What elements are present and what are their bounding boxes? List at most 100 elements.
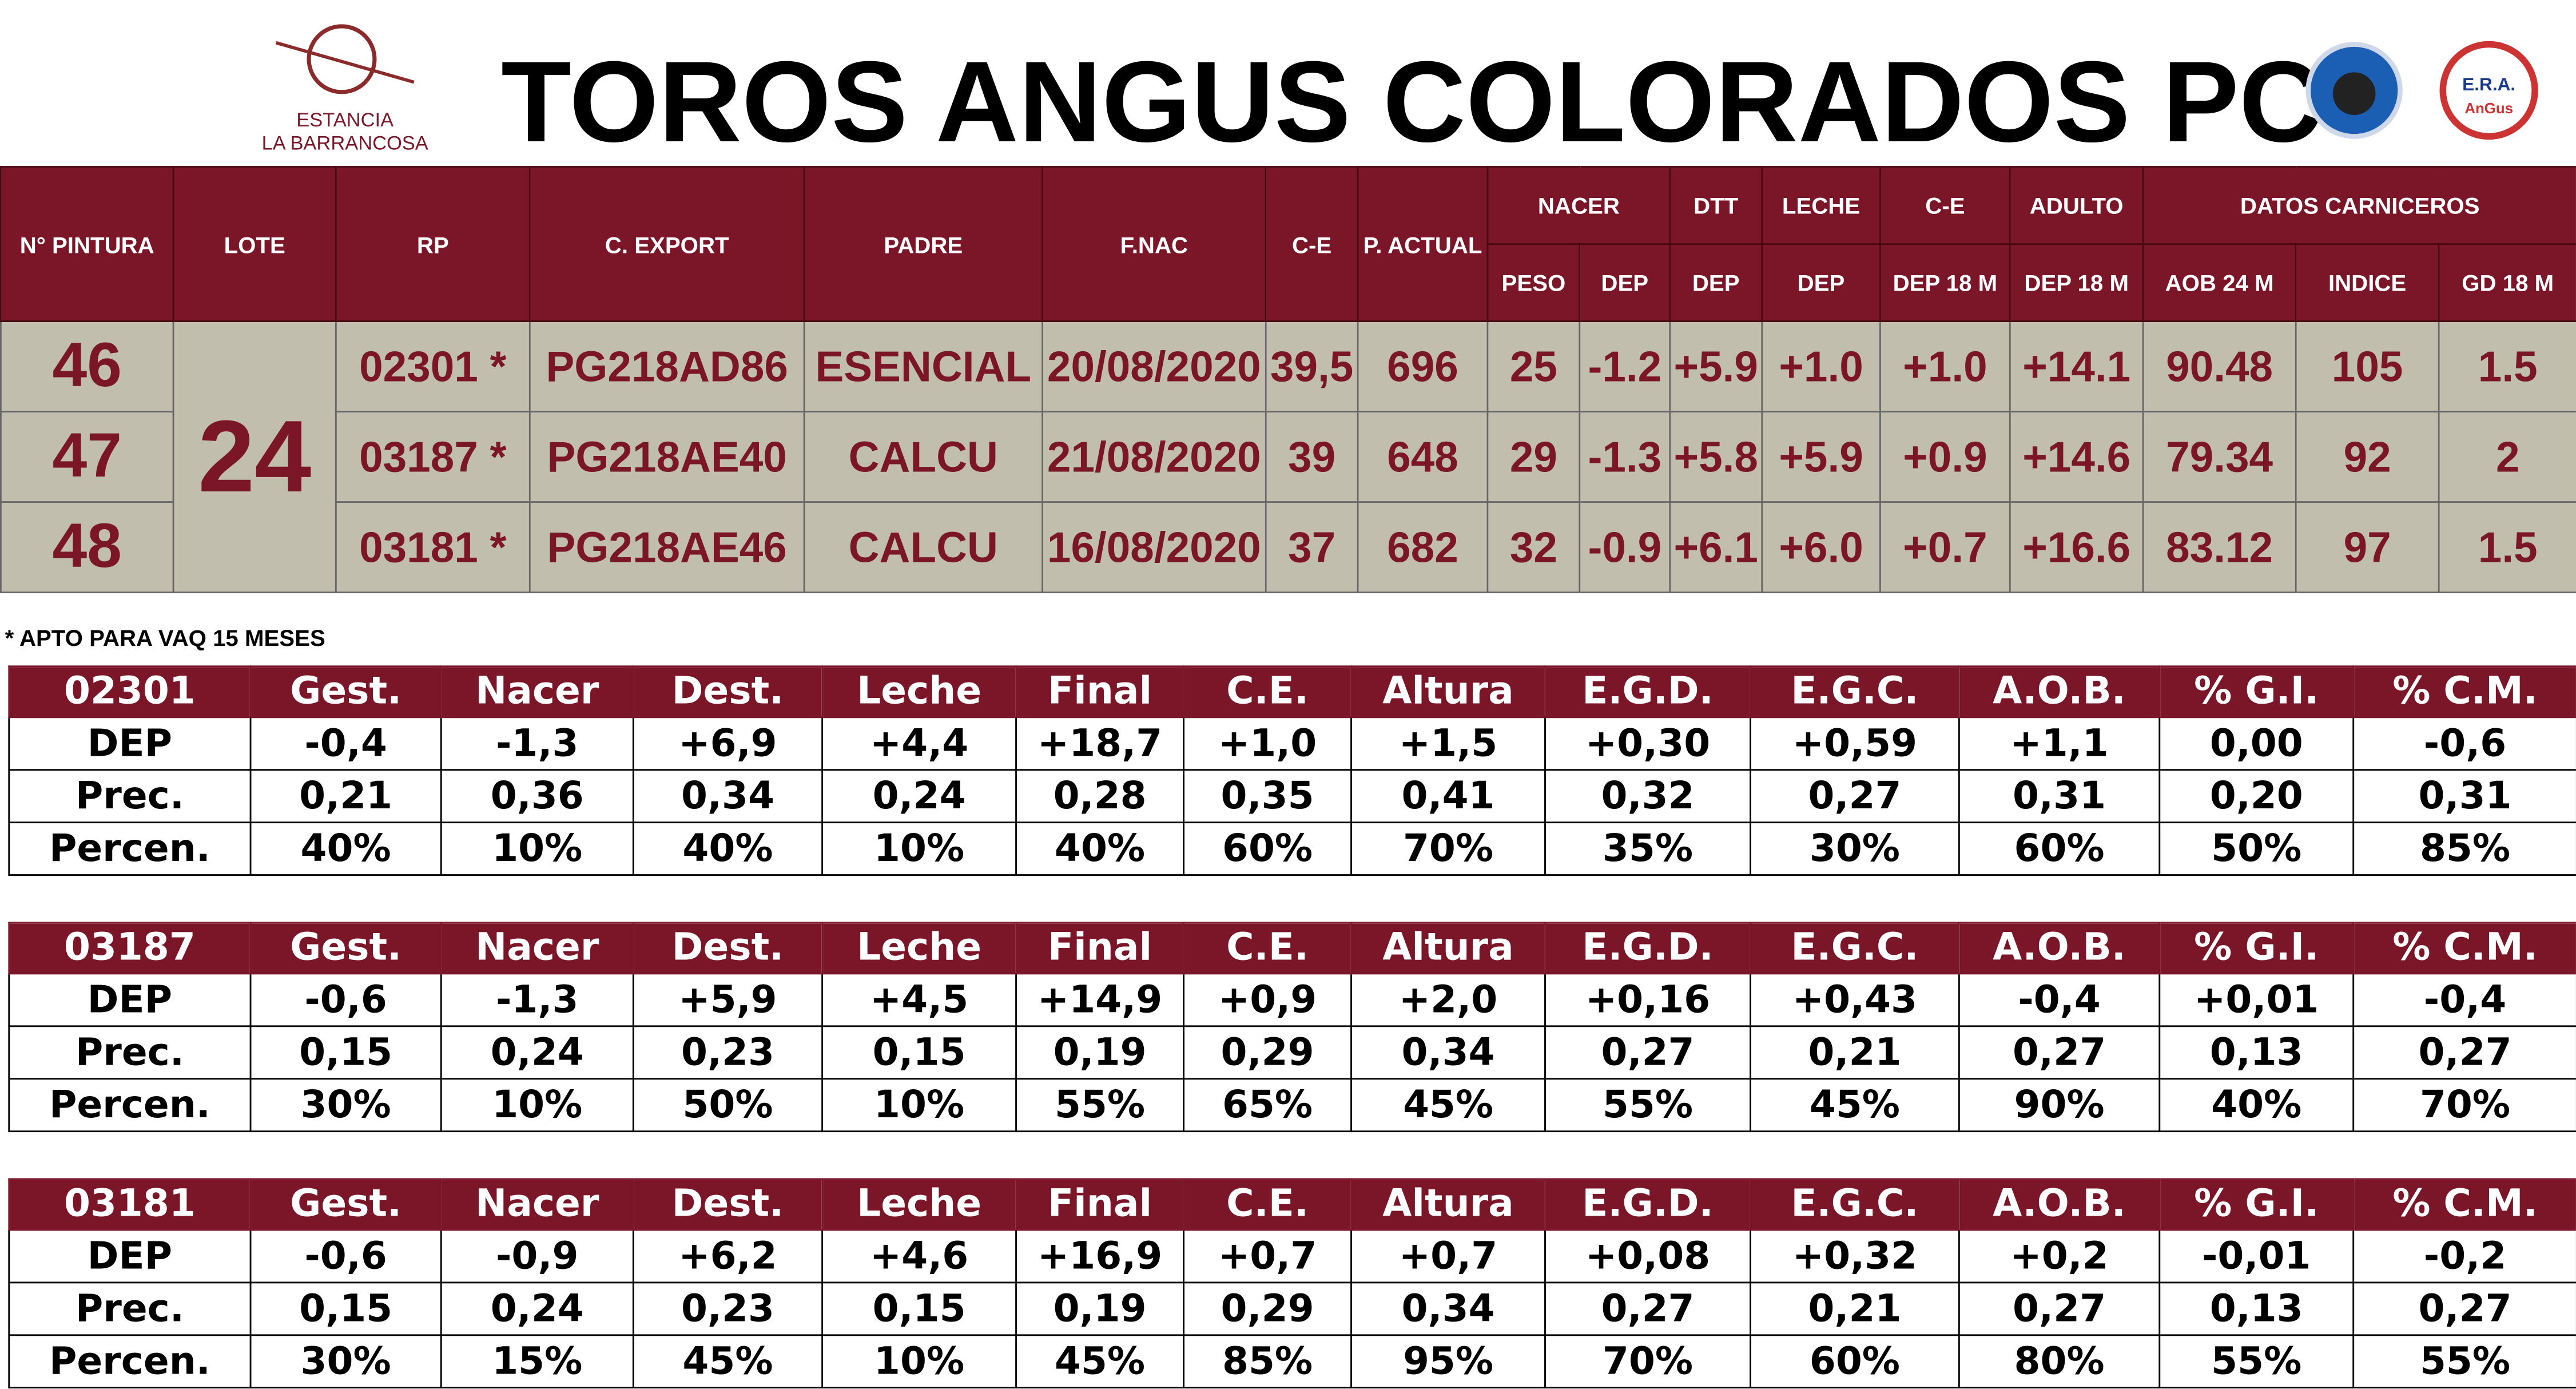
data-row: Percen. 30% 10% 50% 10% 55% 65% 45% 55% 45% 90% 40%…	[8, 1078, 2576, 1133]
trait-header: Leche	[821, 665, 1017, 719]
header-row: PESO DEP DEP DEP DEP 18 M DEP 18 M AOB 24 M IND…	[1, 243, 2576, 322]
trait-header: Dest.	[632, 922, 824, 975]
trait-header: % G.I.	[2158, 922, 2355, 975]
cell: -0,01	[2158, 1229, 2355, 1284]
cell: 95%	[1350, 1334, 1546, 1389]
cell: +1.0	[1761, 320, 1881, 412]
cell: +0,2	[1958, 1229, 2161, 1284]
trait-header: Leche	[821, 1178, 1017, 1231]
column-subheader: DEP	[1669, 243, 1763, 322]
cell: +1,5	[1350, 716, 1546, 771]
cell: 50%	[2158, 822, 2355, 876]
cell: 10%	[440, 822, 634, 876]
cell: +5.9	[1669, 320, 1763, 412]
cell: 0,21	[1750, 1025, 1960, 1080]
cell: 03181 *	[335, 501, 531, 593]
row-label: Prec.	[8, 769, 252, 824]
cell: PG218AD86	[528, 320, 805, 412]
cell: 65%	[1183, 1078, 1352, 1133]
cell: 83.12	[2142, 501, 2297, 593]
cell: 0,20	[2158, 769, 2355, 824]
logo-left	[275, 24, 415, 94]
cell: -0,4	[1958, 973, 2161, 1027]
cell: 45%	[632, 1334, 824, 1389]
row-label: DEP	[8, 716, 252, 771]
trait-header: % C.M.	[2352, 665, 2576, 719]
column-header: DTT	[1669, 166, 1763, 245]
logo-text: E.R.A.	[2462, 74, 2515, 94]
cell: 10%	[821, 822, 1017, 876]
data-row: DEP -0,4 -1,3 +6,9 +4,4 +18,7 +1,0 +1,5 +0,30 +0,…	[8, 716, 2576, 771]
cell: 0,31	[2352, 769, 2576, 824]
cell: +14.6	[2009, 411, 2144, 503]
cell: 90.48	[2142, 320, 2297, 412]
trait-header: Dest.	[632, 1178, 824, 1231]
row-label: Percen.	[8, 822, 252, 876]
cell: 85%	[2352, 822, 2576, 876]
row-label: DEP	[8, 1229, 252, 1284]
cell: 40%	[249, 822, 442, 876]
cell: 0,27	[2352, 1025, 2576, 1080]
trait-header: 02301	[8, 665, 252, 719]
cell: 1.5	[2438, 320, 2576, 412]
cell: -1.2	[1579, 320, 1671, 412]
column-header: LOTE	[172, 166, 337, 322]
trait-header: E.G.C.	[1750, 665, 1960, 719]
cell: 10%	[440, 1078, 634, 1133]
cell: +1,0	[1183, 716, 1352, 771]
cell: PG218AE40	[528, 411, 805, 503]
cell: +4,5	[821, 973, 1017, 1027]
trait-header: E.G.C.	[1750, 1178, 1960, 1231]
cell: 0,36	[440, 769, 634, 824]
column-subheader: DEP	[1579, 243, 1671, 322]
trait-header: E.G.D.	[1544, 922, 1751, 975]
logo-text: AnGus	[2464, 101, 2513, 117]
cell: 0,34	[1350, 1281, 1546, 1336]
row-label: Prec.	[8, 1281, 252, 1336]
cell: +0,59	[1750, 716, 1960, 771]
cell: 0,23	[632, 1281, 824, 1336]
column-subheader: AOB 24 M	[2142, 243, 2297, 322]
column-subheader: DEP 18 M	[1879, 243, 2011, 322]
cell: 35%	[1544, 822, 1751, 876]
cell: 0,15	[821, 1025, 1017, 1080]
cell: -1.3	[1579, 411, 1671, 503]
cell: 92	[2295, 411, 2440, 503]
cell: 10%	[821, 1078, 1017, 1133]
title: TOROS ANGUS COLORADOS PC	[501, 38, 2322, 166]
logo-right: E.R.A. AnGus	[2305, 41, 2538, 140]
cell: -0,6	[249, 973, 442, 1027]
cell: 39,5	[1265, 320, 1359, 412]
cell: 60%	[1958, 822, 2161, 876]
cell: +2,0	[1350, 973, 1546, 1027]
trait-header: E.G.D.	[1544, 1178, 1751, 1231]
cell: +0,43	[1750, 973, 1960, 1027]
trait-header: A.O.B.	[1958, 922, 2161, 975]
cell: 40%	[1015, 822, 1185, 876]
trait-header: 03181	[8, 1178, 252, 1231]
cell: 0,29	[1183, 1025, 1352, 1080]
cell: 0,35	[1183, 769, 1352, 824]
cell: +1.0	[1879, 320, 2011, 412]
cell: -0,2	[2352, 1229, 2576, 1284]
cell: +4,4	[821, 716, 1017, 771]
cell: -0,9	[440, 1229, 634, 1284]
trait-header: Gest.	[249, 665, 442, 719]
cell: 0,13	[2158, 1281, 2355, 1336]
trait-header: 03187	[8, 922, 252, 975]
cell: 29	[1486, 411, 1581, 503]
cell: +6,2	[632, 1229, 824, 1284]
data-row: 47 03187 * PG218AE40 CALCU 21/08/2020 39 648 29…	[0, 411, 2576, 503]
cell: 30%	[249, 1334, 442, 1389]
trait-header: Nacer	[440, 922, 634, 975]
cell: +5.9	[1761, 411, 1881, 503]
cell: 60%	[1183, 822, 1352, 876]
cell: 25	[1486, 320, 1581, 412]
cell: +14,9	[1015, 973, 1185, 1027]
row-label: Percen.	[8, 1334, 252, 1389]
trait-header: E.G.C.	[1750, 922, 1960, 975]
cell: 0,27	[1750, 769, 1960, 824]
column-header: F.NAC	[1041, 166, 1267, 322]
cell: -0,6	[249, 1229, 442, 1284]
